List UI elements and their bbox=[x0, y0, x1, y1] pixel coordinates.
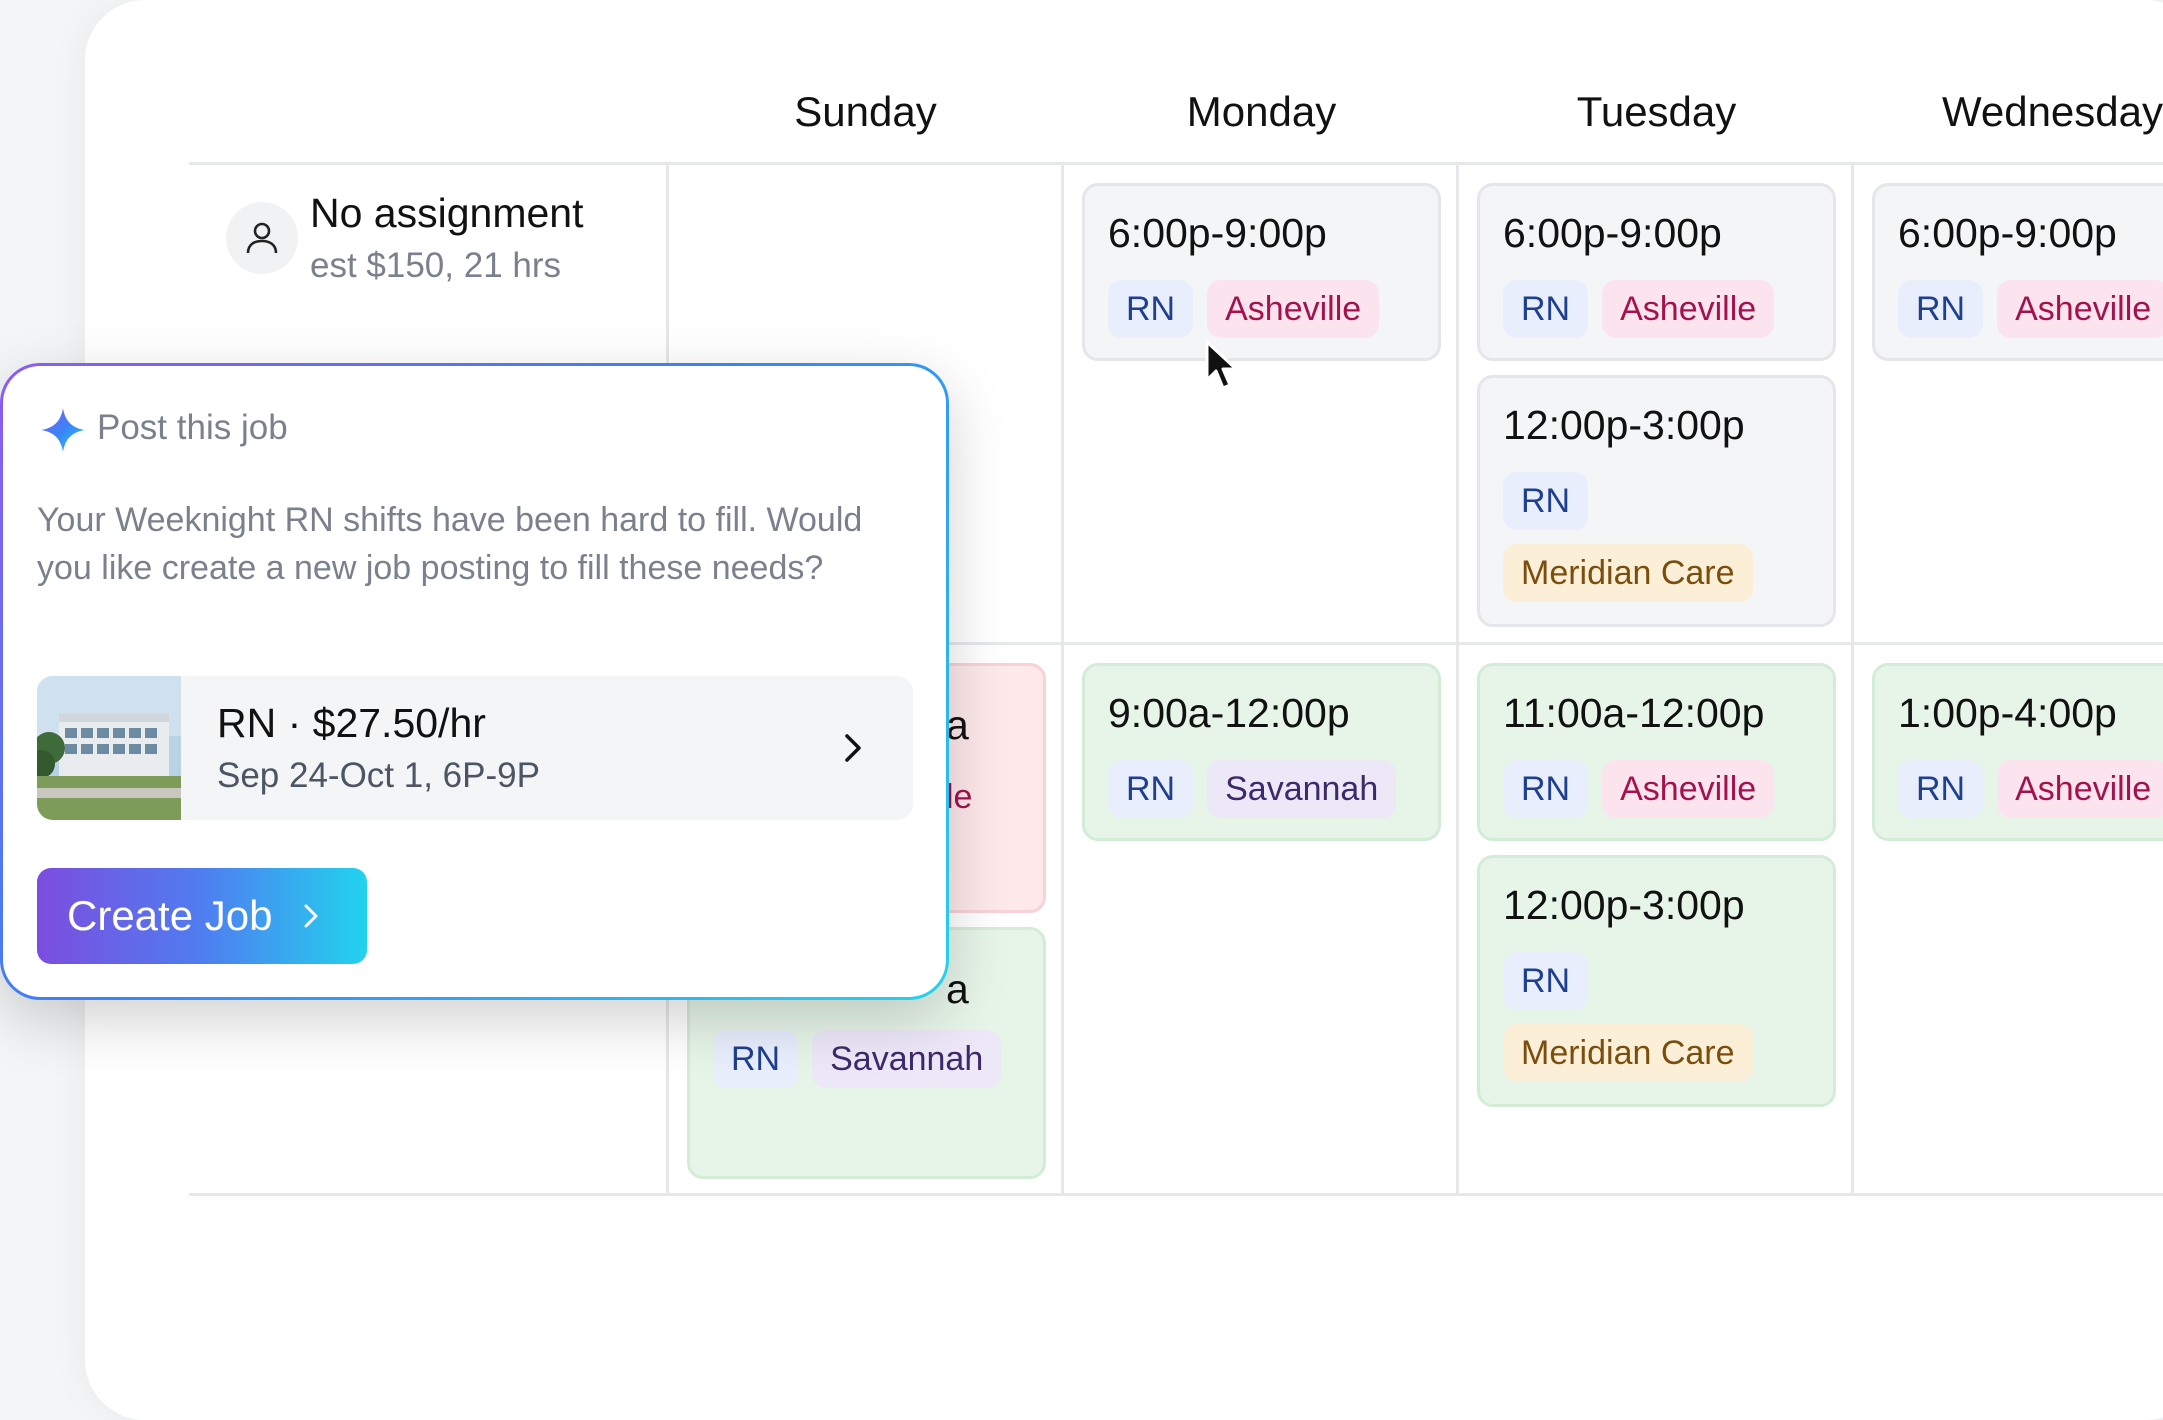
sparkle-icon bbox=[41, 408, 85, 452]
popup-title: Post this job bbox=[97, 408, 288, 447]
post-job-popup: Post this job Your Weeknight RN shifts h… bbox=[0, 363, 949, 1000]
shift-time: 1:00p-4:00p bbox=[1898, 690, 2117, 736]
shift-time: 12:00p-3:00p bbox=[1503, 882, 1745, 928]
shift-card[interactable]: 6:00p-9:00p RN Asheville bbox=[1477, 183, 1836, 361]
job-dates: Sep 24-Oct 1, 6P-9P bbox=[217, 756, 540, 795]
shift-card[interactable]: 12:00p-3:00p RN Meridian Care bbox=[1477, 375, 1836, 627]
role-tag: RN bbox=[1898, 760, 1984, 818]
grid-line bbox=[189, 1193, 2163, 1196]
role-tag: RN bbox=[1108, 760, 1194, 818]
role-tag: RN bbox=[713, 1030, 799, 1088]
job-preview-card[interactable]: RN · $27.50/hr Sep 24-Oct 1, 6P-9P bbox=[37, 676, 913, 820]
chevron-right-icon[interactable] bbox=[833, 728, 873, 768]
shift-card[interactable]: 1:00p-4:00p RN Asheville bbox=[1872, 663, 2163, 841]
shift-card[interactable]: 11:00a-12:00p RN Asheville bbox=[1477, 663, 1836, 841]
chevron-right-icon bbox=[304, 904, 318, 928]
location-tag: Meridian Care bbox=[1503, 1024, 1753, 1082]
popup-message: Your Weeknight RN shifts have been hard … bbox=[37, 501, 863, 587]
location-tag: Savannah bbox=[1207, 760, 1397, 818]
day-header-tuesday: Tuesday bbox=[1576, 88, 1737, 135]
location-tag: le bbox=[946, 778, 973, 816]
shift-time: 12:00p-3:00p bbox=[1503, 402, 1745, 448]
location-tag: Savannah bbox=[812, 1030, 1002, 1088]
role-tag: RN bbox=[1503, 760, 1589, 818]
shift-time: 11:00a-12:00p bbox=[1503, 690, 1765, 736]
location-tag: Asheville bbox=[1602, 760, 1775, 818]
location-tag: Asheville bbox=[1997, 760, 2163, 818]
shift-card[interactable]: 6:00p-9:00p RN Asheville bbox=[1872, 183, 2163, 361]
grid-line bbox=[189, 162, 2163, 165]
row-title: No assignment bbox=[310, 190, 584, 236]
day-header-monday: Monday bbox=[1186, 88, 1337, 135]
location-tag: Asheville bbox=[1997, 280, 2163, 338]
location-tag: Asheville bbox=[1207, 280, 1380, 338]
shift-card[interactable]: 6:00p-9:00p RN Asheville bbox=[1082, 183, 1441, 361]
shift-card[interactable]: 9:00a-12:00p RN Savannah bbox=[1082, 663, 1441, 841]
grid-line bbox=[1061, 162, 1064, 1195]
role-tag: RN bbox=[1108, 280, 1194, 338]
role-tag: RN bbox=[1503, 472, 1589, 530]
shift-card[interactable]: 12:00p-3:00p RN Meridian Care bbox=[1477, 855, 1836, 1107]
role-tag: RN bbox=[1503, 952, 1589, 1010]
shift-time: 6:00p-9:00p bbox=[1108, 210, 1327, 256]
location-tag: Meridian Care bbox=[1503, 544, 1753, 602]
row-subtitle: est $150, 21 hrs bbox=[310, 246, 561, 285]
grid-line bbox=[1456, 162, 1459, 1195]
create-job-button[interactable]: Create Job bbox=[37, 868, 367, 964]
create-job-label: Create Job bbox=[67, 892, 273, 939]
role-tag: RN bbox=[1503, 280, 1589, 338]
grid-line bbox=[189, 642, 2163, 645]
location-tag: Asheville bbox=[1602, 280, 1775, 338]
role-tag: RN bbox=[1898, 280, 1984, 338]
shift-time: a bbox=[946, 966, 969, 1012]
job-title: RN · $27.50/hr bbox=[217, 700, 486, 746]
shift-time: 6:00p-9:00p bbox=[1898, 210, 2117, 256]
mouse-cursor-icon bbox=[1205, 340, 1238, 390]
shift-time: 6:00p-9:00p bbox=[1503, 210, 1722, 256]
building-thumbnail bbox=[37, 676, 181, 820]
person-icon bbox=[226, 202, 298, 274]
shift-time: 9:00a-12:00p bbox=[1108, 690, 1350, 736]
day-header-wednesday: Wednesday bbox=[1941, 88, 2163, 135]
grid-line bbox=[1851, 162, 1854, 1195]
day-header-sunday: Sunday bbox=[794, 88, 937, 135]
shift-time: a bbox=[946, 702, 969, 748]
